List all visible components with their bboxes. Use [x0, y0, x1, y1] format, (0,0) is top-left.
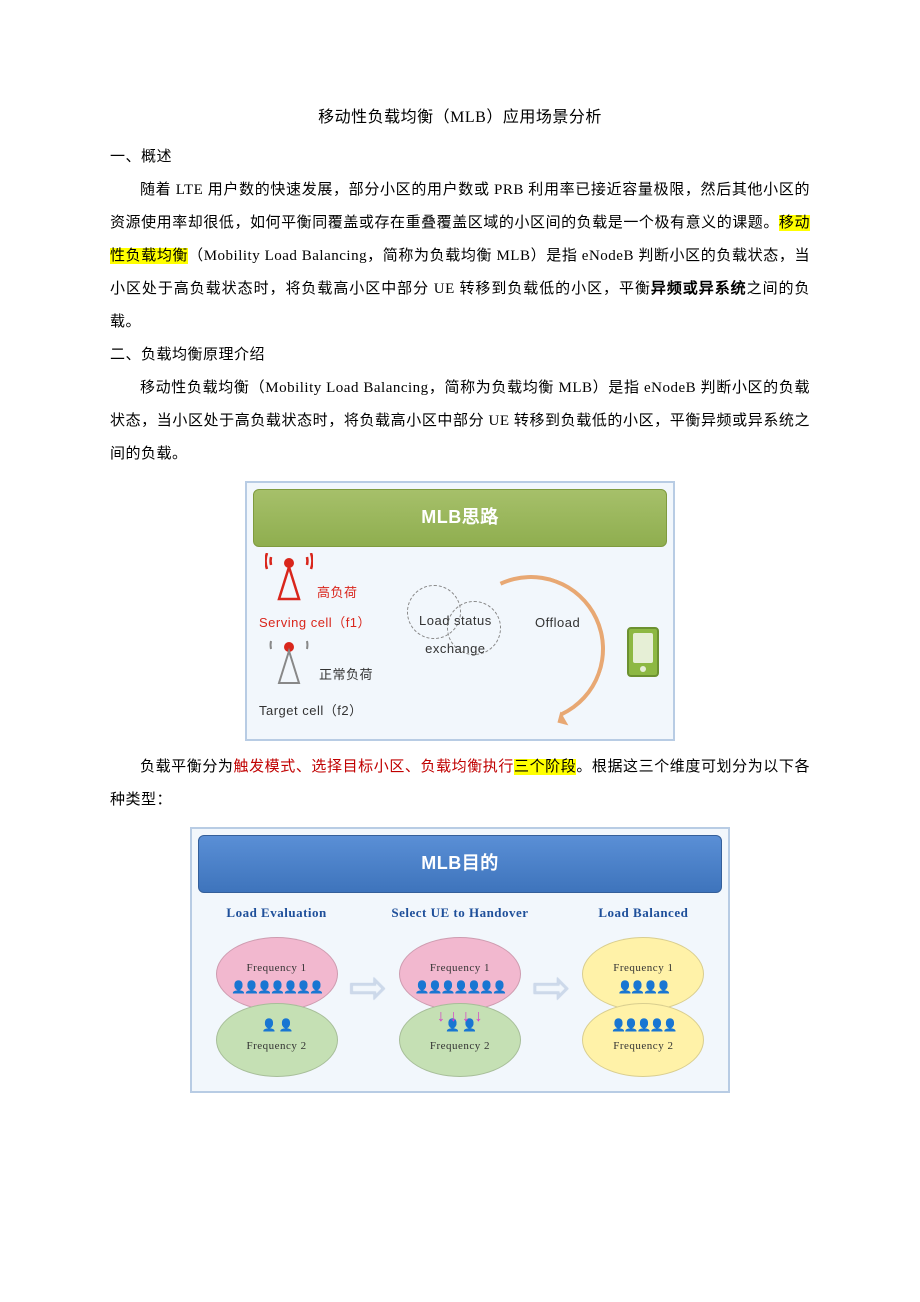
handover-arrows-icon: ↓↓↓↓ [437, 999, 483, 1034]
col1-f1-label: Frequency 1 [246, 956, 306, 980]
s2p2-hl: 三个阶段 [514, 759, 576, 775]
label-normal-load: 正常负荷 [319, 661, 373, 690]
col1-freq2-oval: 👤 👤 Frequency 2 [216, 1003, 338, 1077]
label-high-load: 高负荷 [317, 579, 358, 608]
arrow-right-icon: ⇨ [349, 965, 388, 1011]
col3-f2-label: Frequency 2 [613, 1034, 673, 1058]
col3-freq2-oval: 👤👤👤👤👤 Frequency 2 [582, 1003, 704, 1077]
people-icon: 👤 👤 [262, 1020, 292, 1030]
document-page: 移动性负载均衡（MLB）应用场景分析 一、概述 随着 LTE 用户数的快速发展，… [0, 0, 920, 1163]
diagram-mlb-concept: MLB思路 高负荷 Serving cell（f1） [245, 481, 675, 741]
section-2-para-2: 负载平衡分为触发模式、选择目标小区、负载均衡执行三个阶段。根据这三个维度可划分为… [110, 751, 810, 817]
offload-arrow-icon [436, 554, 626, 744]
col2-title: Select UE to Handover [391, 899, 528, 928]
s1-bold-1: 异频或异系统 [651, 281, 747, 297]
col3-title: Load Balanced [598, 899, 688, 928]
col3-stack: Frequency 1 👤👤👤👤 👤👤👤👤👤 Frequency 2 [582, 937, 704, 1077]
phone-icon [627, 627, 659, 677]
antenna-serving-icon [265, 553, 313, 616]
col2-stack: Frequency 1 👤👤👤👤👤👤👤 ↓↓↓↓ 👤 👤 Frequency 2 [399, 937, 521, 1077]
s2p2-a: 负载平衡分为 [140, 759, 234, 775]
diagram2-body: Load Evaluation Frequency 1 👤👤👤👤👤👤👤 👤 👤 … [192, 899, 728, 1078]
label-target-cell: Target cell（f2） [259, 697, 363, 726]
label-serving-cell: Serving cell（f1） [259, 609, 371, 638]
section-2-head: 二、负载均衡原理介绍 [110, 339, 810, 372]
s2p2-red: 触发模式、选择目标小区、负载均衡执行 [234, 759, 514, 775]
col-select-ue: Select UE to Handover Frequency 1 👤👤👤👤👤👤… [385, 899, 535, 1078]
col1-freq1-oval: Frequency 1 👤👤👤👤👤👤👤 [216, 937, 338, 1011]
people-icon: 👤👤👤👤👤 [611, 1020, 676, 1030]
label-offload: Offload [535, 609, 580, 638]
people-icon: 👤👤👤👤👤👤👤 [415, 982, 506, 992]
diagram2-header: MLB目的 [198, 835, 722, 893]
col1-f2-label: Frequency 2 [246, 1034, 306, 1058]
col-load-evaluation: Load Evaluation Frequency 1 👤👤👤👤👤👤👤 👤 👤 … [202, 899, 352, 1078]
diagram-mlb-purpose: MLB目的 Load Evaluation Frequency 1 👤👤👤👤👤👤… [190, 827, 730, 1093]
page-title: 移动性负载均衡（MLB）应用场景分析 [110, 100, 810, 135]
col3-freq1-oval: Frequency 1 👤👤👤👤 [582, 937, 704, 1011]
diagram1-body: 高负荷 Serving cell（f1） 正常负荷 Target cell（f2… [247, 557, 673, 747]
col1-stack: Frequency 1 👤👤👤👤👤👤👤 👤 👤 Frequency 2 [216, 937, 338, 1077]
antenna-target-icon [265, 637, 313, 700]
s1-text-a: 随着 LTE 用户数的快速发展，部分小区的用户数或 PRB 利用率已接近容量极限… [110, 182, 810, 231]
col2-f1-label: Frequency 1 [430, 956, 490, 980]
people-icon: 👤👤👤👤 [617, 982, 669, 992]
arrow-right-icon: ⇨ [532, 965, 571, 1011]
col3-f1-label: Frequency 1 [613, 956, 673, 980]
col2-f2-label: Frequency 2 [430, 1034, 490, 1058]
section-2-para-1: 移动性负载均衡（Mobility Load Balancing，简称为负载均衡 … [110, 372, 810, 471]
col-load-balanced: Load Balanced Frequency 1 👤👤👤👤 👤👤👤👤👤 Fre… [568, 899, 718, 1078]
diagram1-header: MLB思路 [253, 489, 667, 547]
section-1-head: 一、概述 [110, 141, 810, 174]
people-icon: 👤👤👤👤👤👤👤 [231, 982, 322, 992]
col1-title: Load Evaluation [226, 899, 326, 928]
section-1-para: 随着 LTE 用户数的快速发展，部分小区的用户数或 PRB 利用率已接近容量极限… [110, 174, 810, 339]
